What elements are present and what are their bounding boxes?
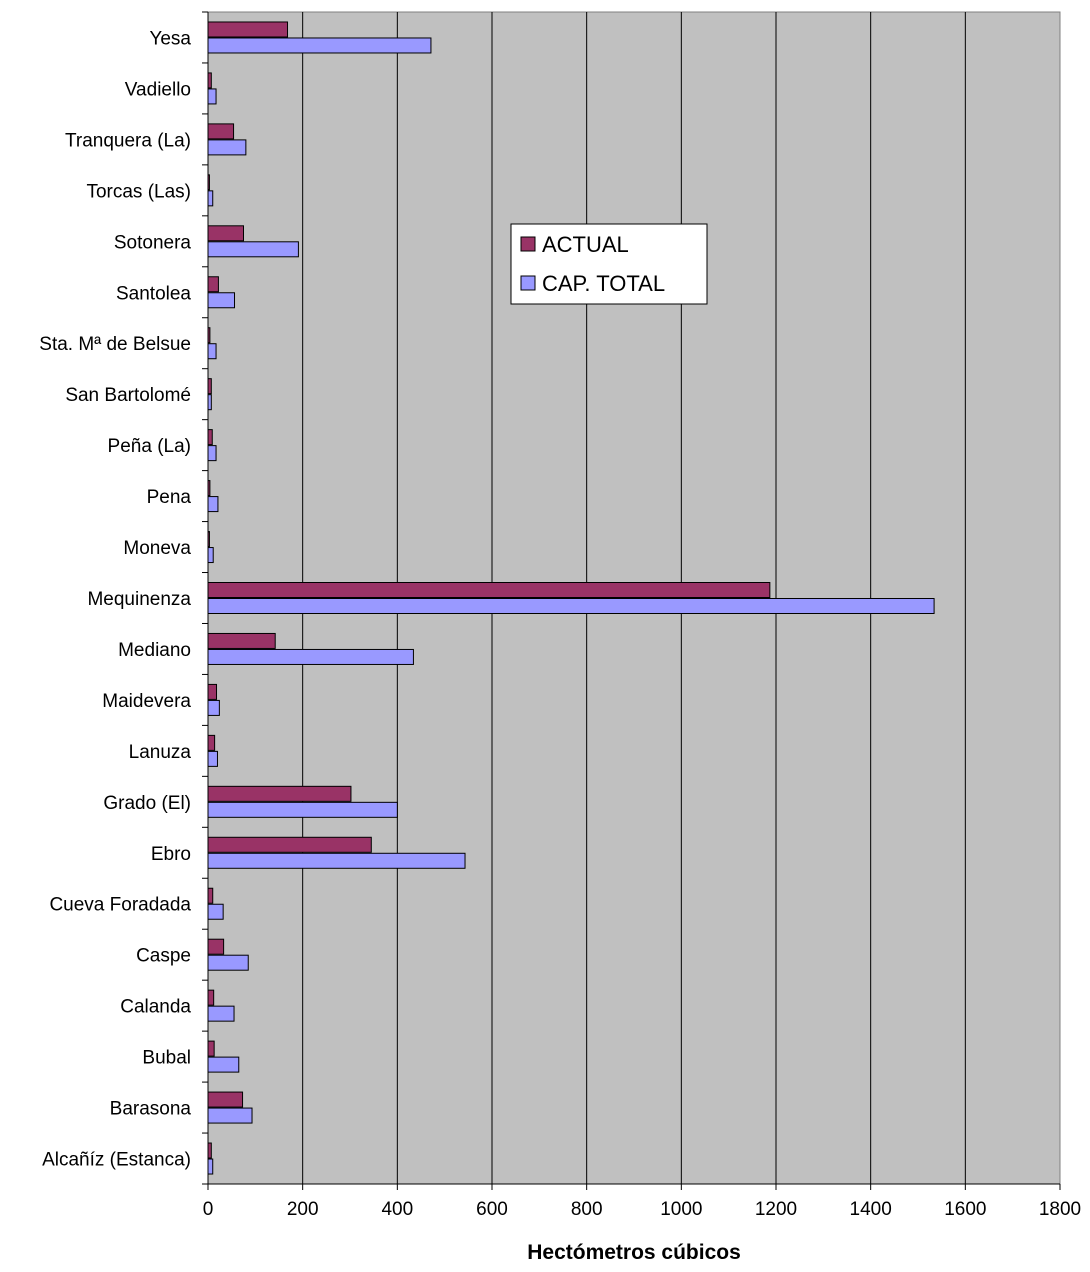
bar-actual-lanuza	[207, 734, 216, 751]
category-label-pena-la: Peña (La)	[108, 436, 191, 457]
bar-actual-santolea	[207, 276, 219, 293]
category-label-mequinenza: Mequinenza	[87, 589, 191, 610]
legend-box	[510, 223, 708, 305]
bar-actual-sotonera	[207, 225, 244, 242]
category-label-moneva: Moneva	[123, 538, 191, 559]
category-label-yesa: Yesa	[149, 28, 191, 49]
category-label-maidevera: Maidevera	[102, 691, 191, 712]
bar-cap-total-sta-m-de-belsue	[207, 343, 217, 360]
legend: ACTUAL CAP. TOTAL	[510, 223, 708, 305]
bar-cap-total-barasona	[207, 1107, 253, 1124]
legend-swatch-cap-total	[520, 275, 536, 291]
bar-cap-total-lanuza	[207, 750, 218, 767]
bar-cap-total-cueva-foradada	[207, 903, 224, 920]
bar-actual-barasona	[207, 1091, 244, 1108]
bar-cap-total-santolea	[207, 292, 236, 309]
bar-cap-total-mediano	[207, 648, 414, 665]
bar-cap-total-moneva	[207, 547, 214, 564]
bar-cap-total-tranquera-la	[207, 139, 247, 156]
category-label-lanuza: Lanuza	[129, 742, 192, 763]
bar-cap-total-yesa	[207, 37, 432, 54]
category-label-caspe: Caspe	[136, 946, 191, 967]
x-tick-label-400: 400	[381, 1199, 413, 1220]
bar-cap-total-mequinenza	[207, 598, 935, 614]
category-label-alcaniz-estanca: Alcañíz (Estanca)	[42, 1150, 191, 1171]
category-label-mediano: Mediano	[118, 640, 191, 661]
category-labels: Yesa Vadiello Tranquera (La) Torcas (Las) So…	[39, 28, 191, 1170]
bar-actual-tranquera-la	[207, 123, 235, 140]
category-label-tranquera-la: Tranquera (La)	[65, 130, 191, 151]
bar-cap-total-vadiello	[207, 88, 217, 105]
x-tick-label-200: 200	[287, 1199, 319, 1220]
tick-labels: 0 200 400 600 800 1000 1200 1400 1600 1800	[203, 1199, 1081, 1220]
bar-actual-mediano	[207, 632, 276, 649]
category-label-santolea: Santolea	[116, 283, 191, 304]
bar-actual-mequinenza	[207, 582, 771, 598]
bar-cap-total-pena-la	[207, 445, 217, 462]
bar-actual-calanda	[207, 989, 215, 1006]
x-tick-label-800: 800	[571, 1199, 603, 1220]
legend-swatch-actual	[520, 236, 536, 252]
bar-cap-total-alcaniz-estanca	[207, 1158, 214, 1175]
category-label-sotonera: Sotonera	[114, 232, 192, 253]
bar-cap-total-maidevera	[207, 699, 220, 716]
x-tick-label-1800: 1800	[1039, 1199, 1081, 1220]
x-tick-label-1000: 1000	[660, 1199, 702, 1220]
category-label-san-bartolome: San Bartolomé	[65, 385, 191, 406]
legend-label-actual: ACTUAL	[542, 232, 629, 257]
bar-actual-yesa	[207, 21, 289, 38]
category-label-calanda: Calanda	[120, 997, 191, 1018]
x-tick-label-1600: 1600	[944, 1199, 986, 1220]
bar-cap-total-torcas-las	[207, 190, 214, 207]
category-label-grado-el: Grado (El)	[103, 793, 191, 814]
axes	[202, 11, 1061, 1190]
bar-cap-total-sotonera	[207, 241, 299, 258]
bar-actual-cueva-foradada	[207, 887, 214, 904]
bar-actual-pena-la	[207, 429, 213, 446]
category-label-ebro: Ebro	[151, 844, 191, 865]
bar-cap-total-calanda	[207, 1005, 235, 1022]
bar-cap-total-caspe	[207, 954, 249, 971]
category-label-pena: Pena	[147, 487, 192, 508]
x-tick-label-0: 0	[203, 1199, 214, 1220]
bar-actual-maidevera	[207, 683, 218, 700]
bar-actual-grado-el	[207, 785, 352, 802]
category-label-vadiello: Vadiello	[125, 79, 191, 100]
category-label-bubal: Bubal	[142, 1048, 191, 1069]
x-axis-label: Hectómetros cúbicos	[527, 1241, 741, 1264]
category-label-barasona: Barasona	[110, 1099, 192, 1120]
bar-actual-bubal	[207, 1040, 215, 1057]
bar-actual-caspe	[207, 938, 225, 955]
category-label-sta-m-de-belsue: Sta. Mª de Belsue	[39, 334, 191, 355]
legend-label-cap-total: CAP. TOTAL	[542, 271, 665, 296]
bar-actual-ebro	[207, 836, 372, 853]
bar-cap-total-bubal	[207, 1056, 240, 1073]
x-tick-label-1200: 1200	[755, 1199, 797, 1220]
x-tick-label-1400: 1400	[850, 1199, 892, 1220]
bar-cap-total-ebro	[207, 852, 466, 869]
category-label-torcas-las: Torcas (Las)	[86, 181, 191, 202]
category-label-cueva-foradada: Cueva Foradada	[49, 895, 191, 916]
bar-cap-total-grado-el	[207, 801, 398, 818]
bar-cap-total-pena	[207, 496, 219, 513]
x-tick-label-600: 600	[476, 1199, 508, 1220]
